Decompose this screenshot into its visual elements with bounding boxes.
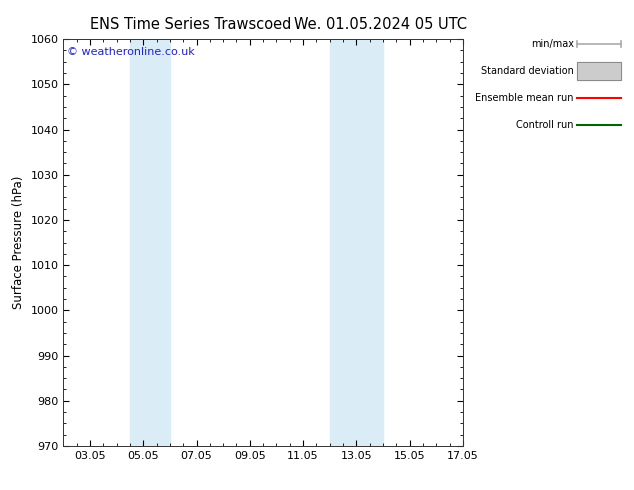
Text: Ensemble mean run: Ensemble mean run (476, 93, 574, 103)
Text: Controll run: Controll run (516, 120, 574, 130)
Text: We. 01.05.2024 05 UTC: We. 01.05.2024 05 UTC (294, 17, 467, 32)
Bar (130, 39, 170, 446)
Text: ENS Time Series Trawscoed: ENS Time Series Trawscoed (89, 17, 291, 32)
Text: © weatheronline.co.uk: © weatheronline.co.uk (67, 48, 195, 57)
Text: Standard deviation: Standard deviation (481, 66, 574, 76)
Text: min/max: min/max (531, 39, 574, 49)
Y-axis label: Surface Pressure (hPa): Surface Pressure (hPa) (12, 176, 25, 309)
Bar (330, 39, 383, 446)
